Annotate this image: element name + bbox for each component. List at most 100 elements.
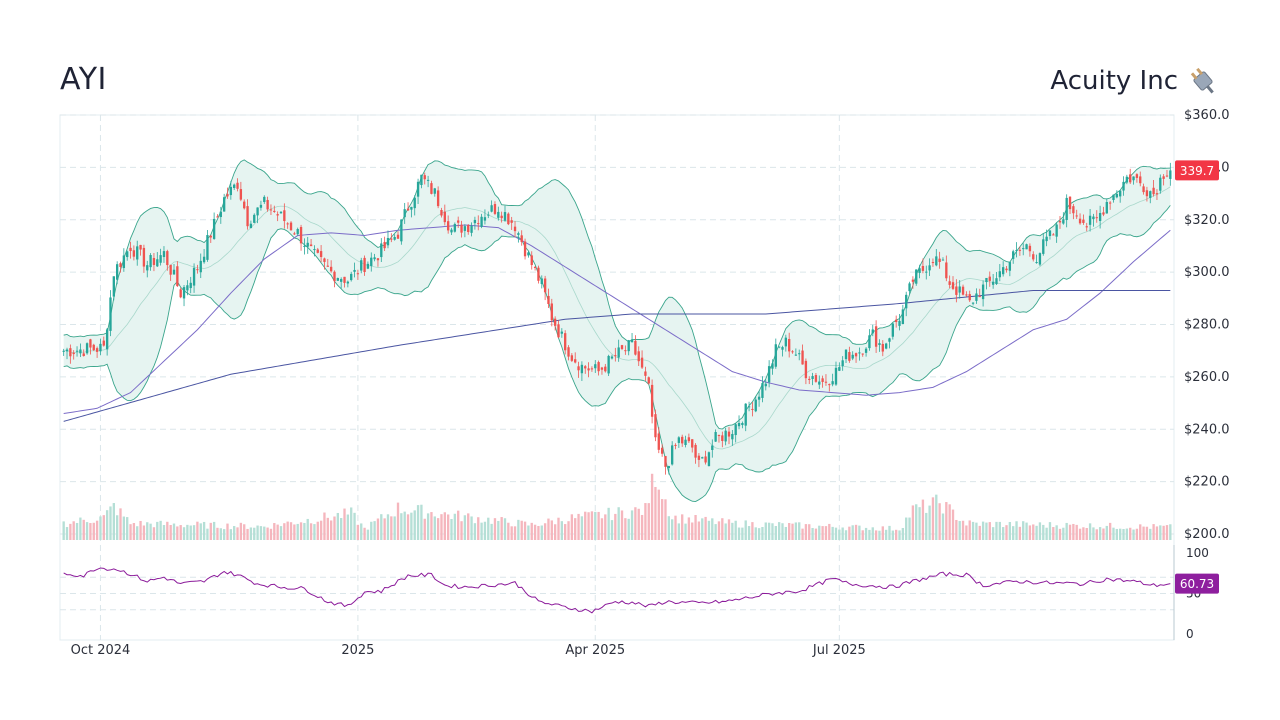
candle-body <box>112 276 115 297</box>
volume-bar <box>844 530 848 540</box>
candle-body <box>263 196 266 202</box>
volume-bar <box>824 526 828 540</box>
candle-body <box>1042 239 1045 254</box>
volume-bar <box>500 517 503 540</box>
candle-body <box>1095 217 1098 219</box>
candle-body <box>460 224 463 233</box>
volume-bar <box>216 527 219 540</box>
volume-bar <box>263 526 266 540</box>
volume-bar <box>219 528 222 540</box>
volume-bar <box>921 499 925 540</box>
volume-bar <box>701 518 704 540</box>
volume-bar <box>858 525 861 540</box>
volume-bar <box>834 527 838 540</box>
volume-bar <box>460 521 463 540</box>
volume-bar <box>941 513 945 540</box>
volume-bar <box>289 522 293 540</box>
volume-bar <box>1145 526 1149 540</box>
volume-bar <box>159 520 162 540</box>
candle-body <box>139 244 142 250</box>
volume-bar <box>222 529 226 540</box>
volume-bar <box>436 518 440 540</box>
candle-body <box>1135 174 1139 178</box>
volume-bar <box>443 512 446 540</box>
volume-bar <box>697 521 701 540</box>
volume-bar <box>731 522 734 540</box>
candle-body <box>935 256 938 266</box>
volume-bar <box>396 502 400 540</box>
candle-body <box>370 257 373 266</box>
volume-bar <box>798 522 801 540</box>
candle-body <box>624 350 627 352</box>
volume-bar <box>711 518 714 540</box>
candle-body <box>754 399 757 412</box>
volume-bar <box>945 502 948 540</box>
volume-bar <box>139 520 142 540</box>
volume-bar <box>99 516 102 540</box>
candle-body <box>540 278 543 284</box>
candle-body <box>222 197 226 212</box>
volume-bar <box>724 523 727 540</box>
volume-bar <box>761 527 764 540</box>
candle-body <box>306 242 309 247</box>
volume-bar <box>1112 527 1115 540</box>
plot-frame <box>59 114 1175 641</box>
volume-bar <box>313 524 316 540</box>
volume-bar <box>640 514 644 540</box>
candle-body <box>527 252 530 256</box>
volume-bar <box>560 521 564 540</box>
candle-body <box>834 367 838 385</box>
candle-body <box>988 276 991 281</box>
candle-body <box>286 223 289 225</box>
volume-bar <box>172 523 176 540</box>
candle-body <box>727 431 731 437</box>
volume-bar <box>1018 526 1022 540</box>
plug-icon <box>1190 67 1214 94</box>
candle-body <box>493 204 497 214</box>
candle-body <box>1155 193 1159 195</box>
candle-body <box>1152 187 1155 195</box>
volume-bar <box>587 512 590 540</box>
candle-body <box>523 241 527 257</box>
candle-body <box>564 333 567 351</box>
volume-bar <box>82 519 85 540</box>
volume-bar <box>360 523 363 540</box>
candle-body <box>380 243 383 258</box>
candle-body <box>838 367 841 371</box>
volume-bar <box>1169 524 1172 540</box>
company-header: Acuity Inc <box>1050 64 1220 98</box>
volume-bar <box>463 515 467 540</box>
candle-body <box>256 207 259 216</box>
candle-body <box>975 293 978 301</box>
candle-body <box>1159 177 1162 191</box>
volume-bar <box>868 529 871 540</box>
volume-bar <box>911 505 915 540</box>
candle-body <box>159 255 162 263</box>
candle-body <box>199 260 202 273</box>
volume-bar <box>353 512 356 540</box>
candle-body <box>410 206 413 210</box>
time-tick-label: 2025 <box>341 643 374 658</box>
candle-body <box>396 234 400 239</box>
candle-body <box>584 366 587 369</box>
candle-body <box>955 286 958 295</box>
volume-bars <box>62 473 1172 540</box>
candle-body <box>915 269 918 284</box>
volume-bar <box>266 527 269 540</box>
candle-body <box>192 267 196 286</box>
candle-body <box>149 255 152 268</box>
volume-bar <box>637 508 640 540</box>
candle-body <box>948 281 951 285</box>
volume-bar <box>186 524 189 540</box>
candle-body <box>995 278 998 285</box>
volume-bar <box>363 527 366 540</box>
volume-bar <box>420 504 423 540</box>
candle-body <box>273 210 276 212</box>
candle-body <box>1012 251 1015 259</box>
volume-bar <box>620 510 624 540</box>
candle-body <box>363 257 366 273</box>
candle-body <box>299 227 303 244</box>
candle-body <box>1088 215 1092 225</box>
volume-bar <box>804 524 808 540</box>
candle-body <box>132 250 136 257</box>
